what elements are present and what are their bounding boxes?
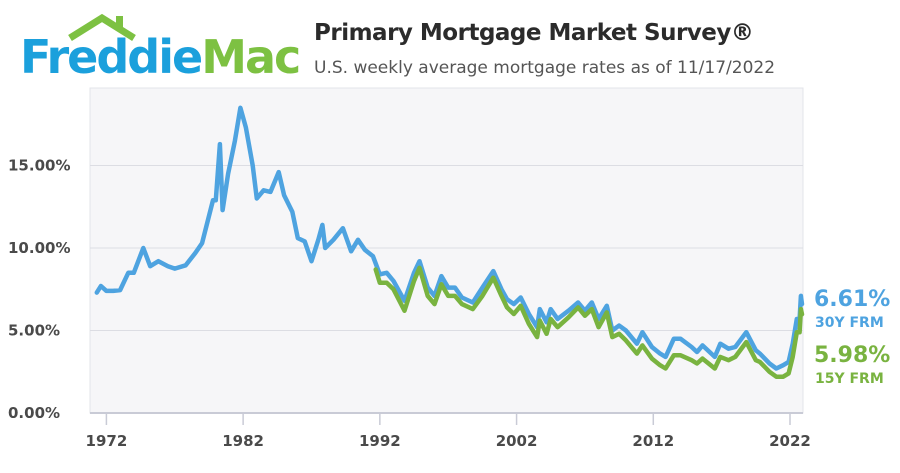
y-tick-label: 0.00%	[8, 404, 60, 422]
logo-freddie: Freddie	[20, 30, 203, 84]
series-15y-line	[373, 265, 805, 379]
x-tick-label: 2002	[496, 432, 538, 450]
logo-text: FreddieMac	[20, 30, 301, 84]
series-30y-line	[94, 105, 805, 371]
freddie-mac-logo: FreddieMac	[20, 12, 301, 84]
house-roof-icon	[68, 13, 136, 41]
y-tick-label: 15.00%	[8, 157, 70, 175]
latest-15y-value: 5.98%	[814, 343, 890, 368]
chart-subtitle: U.S. weekly average mortgage rates as of…	[314, 58, 776, 78]
x-tick-label: 1982	[222, 432, 264, 450]
logo-mac: Mac	[201, 30, 301, 84]
x-tick-label: 2012	[632, 432, 674, 450]
x-tick-label: 1972	[86, 432, 128, 450]
latest-30y-value: 6.61%	[814, 287, 890, 312]
x-tick-label: 2022	[769, 432, 811, 450]
legend-15y-label: 15Y FRM	[815, 371, 884, 387]
y-tick-label: 5.00%	[8, 322, 60, 340]
legend-30y-label: 30Y FRM	[815, 315, 884, 331]
x-tick-label: 1992	[359, 432, 401, 450]
y-tick-label: 10.00%	[8, 239, 70, 257]
chart-title: Primary Mortgage Market Survey®	[314, 20, 754, 46]
